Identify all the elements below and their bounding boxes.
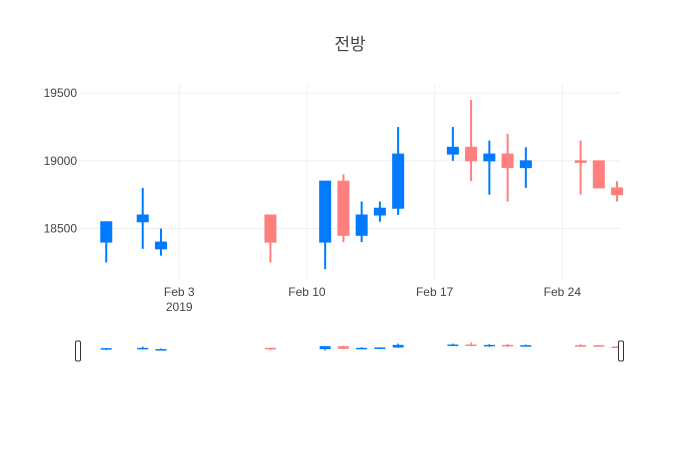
x-tick-sublabel: 2019 xyxy=(166,300,193,314)
slider-candle-body xyxy=(502,344,514,347)
candle-body xyxy=(501,153,514,169)
candle[interactable] xyxy=(611,181,624,202)
candle[interactable] xyxy=(519,147,532,188)
candle[interactable] xyxy=(373,201,386,222)
candle-body xyxy=(465,146,478,162)
candle[interactable] xyxy=(337,174,350,243)
slider-candle-body xyxy=(100,348,112,350)
candle[interactable] xyxy=(465,99,478,182)
slider-candle-body xyxy=(611,346,623,349)
slider-candle-body xyxy=(392,344,404,348)
candle[interactable] xyxy=(319,180,332,270)
candle-body xyxy=(373,207,386,216)
slider-candle-body xyxy=(575,345,587,347)
candle-body xyxy=(136,214,149,223)
candle-body xyxy=(264,214,277,243)
candle-body xyxy=(100,221,113,243)
candle[interactable] xyxy=(501,133,514,202)
candle[interactable] xyxy=(136,187,149,249)
candle-body xyxy=(483,153,496,162)
slider-candle-body xyxy=(465,344,477,347)
slider-candle-body xyxy=(155,349,167,351)
slider-candle-body xyxy=(137,347,149,350)
candles[interactable] xyxy=(100,99,624,270)
candle[interactable] xyxy=(446,126,459,161)
range-slider-right-handle[interactable] xyxy=(618,340,624,362)
x-tick-label: Feb 17 xyxy=(416,285,454,299)
y-axis-ticks: 18500 19000 19500 xyxy=(44,86,78,235)
candle-body xyxy=(319,180,332,243)
range-slider-left-handle[interactable] xyxy=(75,340,81,362)
x-tick-label: Feb 24 xyxy=(544,285,582,299)
candle-body xyxy=(519,160,532,169)
y-tick-label: 19000 xyxy=(44,154,78,168)
y-tick-label: 18500 xyxy=(44,222,78,236)
y-tick-label: 19500 xyxy=(44,86,78,100)
candle[interactable] xyxy=(392,126,405,215)
candle[interactable] xyxy=(355,201,368,243)
candle-body xyxy=(154,241,167,250)
slider-candle-body xyxy=(483,344,495,347)
candle-body xyxy=(446,146,459,155)
slider-candle-body xyxy=(356,347,368,350)
candle[interactable] xyxy=(154,228,167,256)
slider-candle-body xyxy=(593,345,605,347)
slider-candle-body xyxy=(520,345,532,347)
x-tick-label: Feb 3 xyxy=(164,285,195,299)
slider-candle-body xyxy=(264,347,276,350)
candle-body xyxy=(355,214,368,236)
candle-body xyxy=(574,160,587,163)
candle[interactable] xyxy=(264,214,277,263)
candle-body xyxy=(611,187,624,196)
candle[interactable] xyxy=(483,140,496,195)
candle[interactable] xyxy=(100,221,113,263)
slider-candle-body xyxy=(319,346,331,350)
candle[interactable] xyxy=(592,160,605,189)
x-tick-label: Feb 10 xyxy=(288,285,326,299)
candle[interactable] xyxy=(574,140,587,195)
candle-body xyxy=(392,153,405,209)
candle-body xyxy=(337,180,350,236)
candle-body xyxy=(592,160,605,189)
slider-candle-body xyxy=(374,347,386,349)
range-slider[interactable] xyxy=(75,340,624,362)
chart-title: 전방 xyxy=(334,35,366,54)
slider-candle-body xyxy=(337,346,349,349)
slider-candle-body xyxy=(447,344,459,347)
